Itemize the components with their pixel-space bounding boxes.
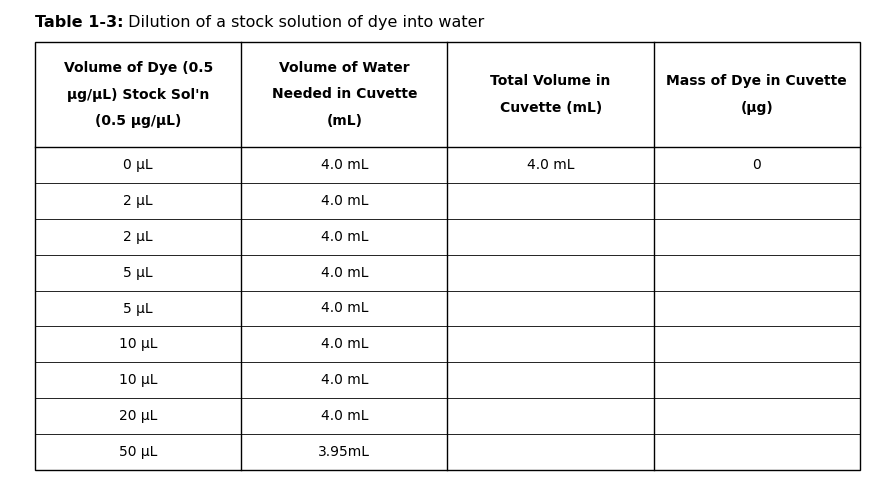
Text: 4.0 mL: 4.0 mL xyxy=(321,337,368,351)
Text: 5 μL: 5 μL xyxy=(124,301,153,315)
Text: 4.0 mL: 4.0 mL xyxy=(527,158,574,172)
Text: 50 μL: 50 μL xyxy=(119,445,158,459)
Text: Table 1-3:: Table 1-3: xyxy=(35,15,124,30)
Text: 2 μL: 2 μL xyxy=(124,230,153,244)
Text: 0 μL: 0 μL xyxy=(124,158,153,172)
Text: (0.5 μg/μL): (0.5 μg/μL) xyxy=(95,114,181,128)
Text: Total Volume in: Total Volume in xyxy=(490,74,611,88)
Text: 20 μL: 20 μL xyxy=(119,409,158,423)
Text: Volume of Dye (0.5: Volume of Dye (0.5 xyxy=(64,61,212,75)
Text: 2 μL: 2 μL xyxy=(124,194,153,208)
Text: Dilution of a stock solution of dye into water: Dilution of a stock solution of dye into… xyxy=(124,15,485,30)
Text: 5 μL: 5 μL xyxy=(124,265,153,280)
Text: 10 μL: 10 μL xyxy=(119,337,158,351)
Text: 4.0 mL: 4.0 mL xyxy=(321,158,368,172)
Text: 10 μL: 10 μL xyxy=(119,373,158,387)
Bar xyxy=(35,42,860,470)
Text: 4.0 mL: 4.0 mL xyxy=(321,265,368,280)
Text: 4.0 mL: 4.0 mL xyxy=(321,301,368,315)
Text: (mL): (mL) xyxy=(326,114,362,128)
Text: 0: 0 xyxy=(753,158,762,172)
Text: Needed in Cuvette: Needed in Cuvette xyxy=(271,87,418,101)
Text: μg/μL) Stock Sol'n: μg/μL) Stock Sol'n xyxy=(67,87,210,101)
Text: 4.0 mL: 4.0 mL xyxy=(321,230,368,244)
Text: 4.0 mL: 4.0 mL xyxy=(321,373,368,387)
Text: 3.95mL: 3.95mL xyxy=(318,445,370,459)
Text: 4.0 mL: 4.0 mL xyxy=(321,194,368,208)
Text: (μg): (μg) xyxy=(740,101,773,115)
Text: 4.0 mL: 4.0 mL xyxy=(321,409,368,423)
Text: Mass of Dye in Cuvette: Mass of Dye in Cuvette xyxy=(667,74,848,88)
Text: Cuvette (mL): Cuvette (mL) xyxy=(499,101,602,115)
Text: Volume of Water: Volume of Water xyxy=(279,61,409,75)
